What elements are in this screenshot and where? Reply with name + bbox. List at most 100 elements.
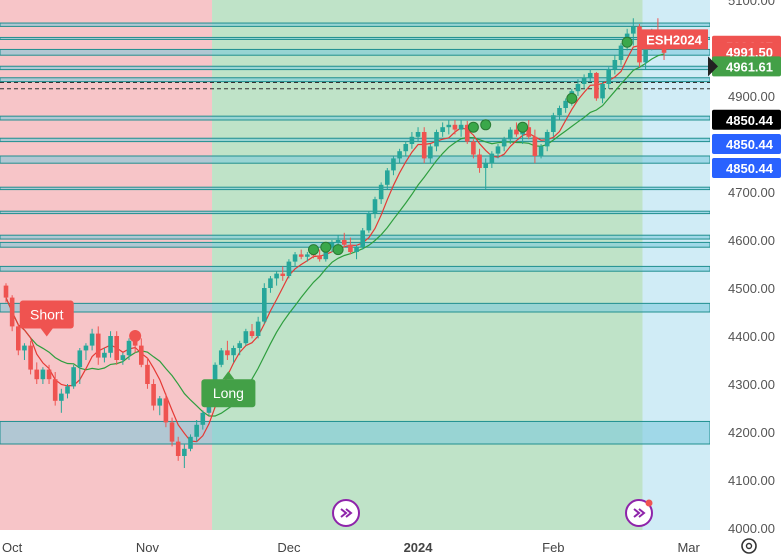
candle-body <box>255 321 261 336</box>
candle-body <box>95 333 101 358</box>
candle <box>218 348 224 368</box>
candle-body <box>292 254 298 262</box>
candle <box>471 139 476 159</box>
candle <box>409 132 415 149</box>
y-tick-label: 4000.00 <box>728 521 775 536</box>
candle <box>317 249 322 262</box>
candle-body <box>114 336 119 360</box>
candle <box>52 372 58 406</box>
price-tag-4: 4850.44 <box>712 134 781 154</box>
candle-body <box>372 199 378 214</box>
candle-body <box>501 139 507 147</box>
candle-body <box>274 273 279 279</box>
zone-band-0 <box>0 22 711 27</box>
signal-dot-3 <box>467 121 479 133</box>
candle <box>16 324 21 356</box>
candle-body <box>16 326 21 351</box>
candle <box>526 120 532 140</box>
price-tag-box <box>712 134 781 154</box>
candle <box>483 158 488 190</box>
candle-body <box>28 345 33 370</box>
candle-body <box>397 151 402 159</box>
candle-body <box>249 331 255 336</box>
candle <box>434 129 439 152</box>
candle-body <box>464 124 470 142</box>
candle-body <box>151 384 156 406</box>
price-tag-5: 4850.44 <box>712 158 781 178</box>
price-tag-2: 4961.61 <box>708 56 781 77</box>
signal-label: Short <box>30 307 64 323</box>
candle <box>403 141 409 156</box>
candle <box>360 228 365 250</box>
signal-dot-2 <box>332 244 344 256</box>
candle <box>637 24 642 68</box>
candle <box>268 276 273 293</box>
candle-body <box>452 124 458 130</box>
symbol-tag-label: ESH2024 <box>646 32 702 47</box>
candle <box>354 244 359 260</box>
candle <box>102 348 107 363</box>
candle-body <box>145 364 150 384</box>
candle <box>145 357 150 389</box>
candle <box>237 340 242 356</box>
candle-body <box>262 288 267 322</box>
candle-body <box>391 158 396 171</box>
candle <box>440 122 445 137</box>
gear-outer <box>741 538 757 554</box>
symbol-tag-box <box>640 29 708 50</box>
candle <box>249 324 255 339</box>
price-tag-box <box>712 109 781 130</box>
candle <box>563 98 568 113</box>
zone-band-9 <box>0 210 711 215</box>
last-price-pointer <box>708 56 718 77</box>
candle <box>594 72 599 101</box>
candle <box>46 364 52 384</box>
candle-body <box>348 244 353 252</box>
candle-body <box>637 26 642 63</box>
zone-band-1 <box>0 36 711 40</box>
candle-body <box>415 132 421 137</box>
signal-dot-6 <box>566 92 578 104</box>
candle-body <box>59 393 64 401</box>
candle <box>514 122 519 137</box>
candle <box>182 444 187 468</box>
candle <box>501 136 507 152</box>
candle-body <box>446 124 452 128</box>
candle-body <box>188 436 193 449</box>
candle-body <box>557 108 562 116</box>
candle-body <box>231 348 236 356</box>
candle <box>575 79 581 96</box>
candle-body <box>495 146 501 154</box>
candle-body <box>89 333 95 346</box>
candle <box>262 283 267 324</box>
candle-body <box>489 153 495 164</box>
candle <box>612 55 618 75</box>
price-tag-label: 4850.44 <box>726 113 774 128</box>
candle <box>255 316 261 339</box>
candle <box>366 211 372 233</box>
candle-body <box>643 45 648 63</box>
candle-body <box>600 84 605 99</box>
candle <box>385 168 390 190</box>
candle-body <box>538 146 544 156</box>
signal-buy: Long <box>201 371 256 408</box>
zone-band-5 <box>0 115 711 121</box>
y-tick-label: 4700.00 <box>728 185 775 200</box>
candle-body <box>532 136 538 156</box>
candle-body <box>317 255 322 260</box>
x-tick-label: Feb <box>542 540 564 555</box>
candle-body <box>366 213 372 231</box>
candle-body <box>458 124 464 130</box>
x-tick-label: Dec <box>277 540 301 555</box>
candle <box>452 120 458 135</box>
candle <box>114 331 119 365</box>
signal-dot-4 <box>480 119 492 131</box>
candle <box>126 338 132 360</box>
zone-band-14 <box>0 420 711 445</box>
candle-body <box>305 254 310 257</box>
signal-pointer <box>40 328 53 337</box>
zone-band-4 <box>0 77 711 83</box>
candle <box>169 417 175 447</box>
